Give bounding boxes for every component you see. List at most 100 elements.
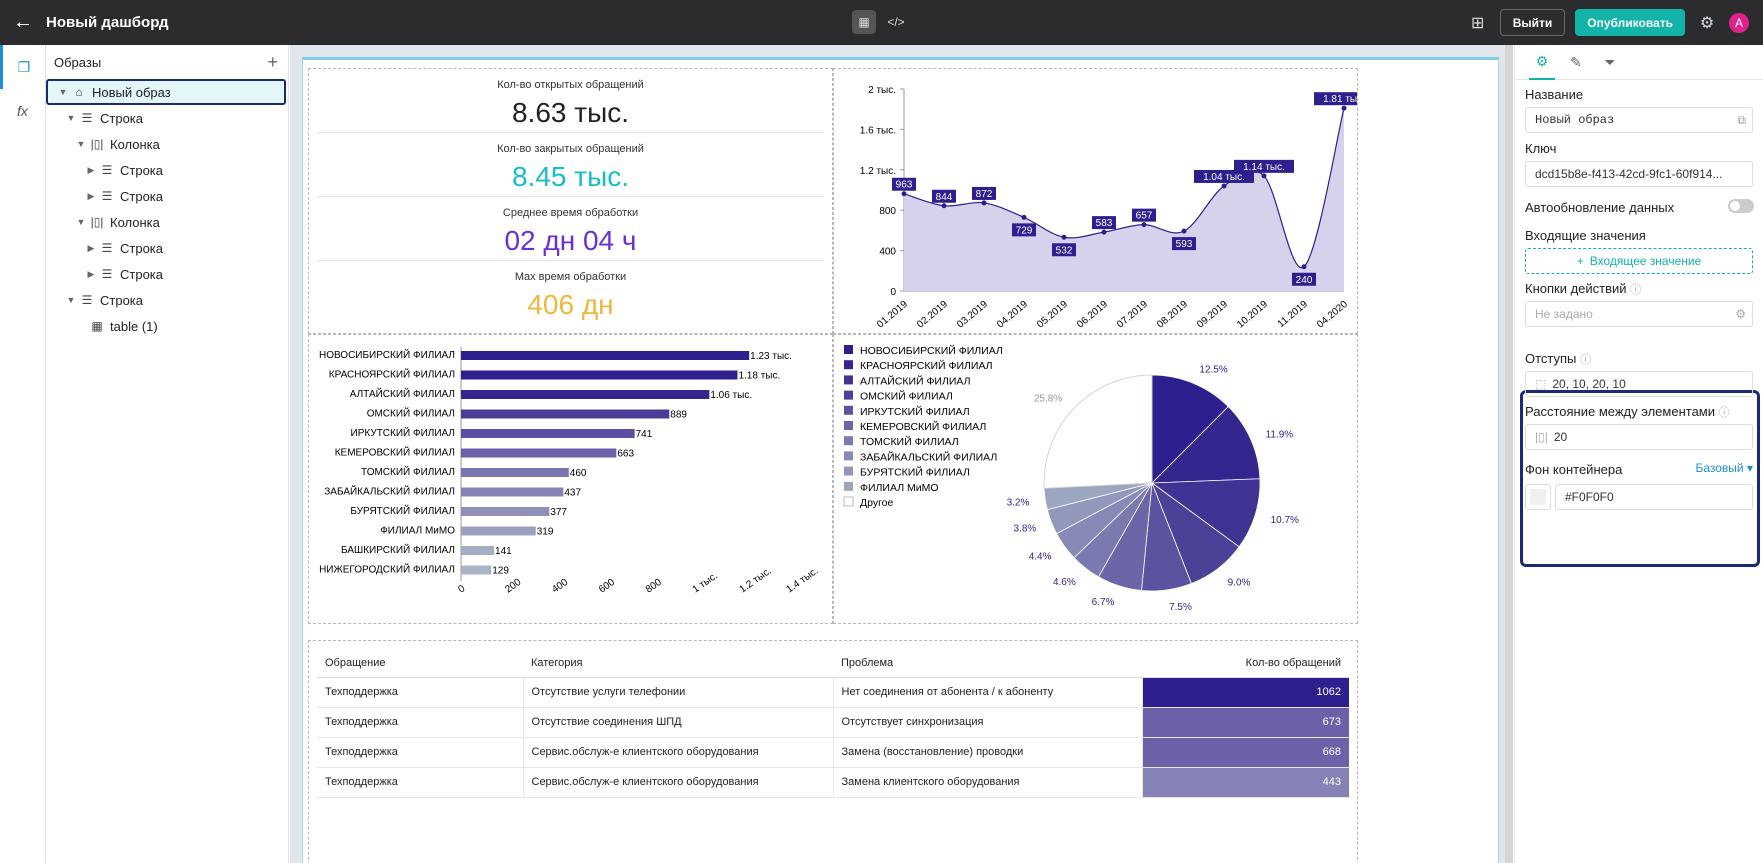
expand-down-icon[interactable]: ▼ [66,295,76,305]
legend-label[interactable]: НОВОСИБИРСКИЙ ФИЛИАЛ [860,344,1003,357]
expand-down-icon[interactable]: ▼ [66,113,76,123]
legend-label[interactable]: ЗАБАЙКАЛЬСКИЙ ФИЛИАЛ [860,450,997,463]
bar[interactable] [461,565,492,575]
tree-item[interactable]: ▶ ☰ Строка [46,235,288,261]
bar[interactable] [461,487,564,497]
table-cell[interactable]: Обращение Категория Проблема Кол-во обра… [308,640,1358,863]
gear-icon[interactable]: ⚙ [1735,307,1746,321]
bar[interactable] [461,526,536,536]
layers-icon[interactable]: ❐ [0,45,45,89]
data-point[interactable] [981,200,987,206]
expand-down-icon[interactable]: ▼ [58,87,68,97]
key-field[interactable]: dcd15b8e-f413-42cd-9fc1-60f914... [1525,161,1753,187]
legend-label[interactable]: ИРКУТСКИЙ ФИЛИАЛ [860,405,970,418]
tree-item[interactable]: ▼ ⌂ Новый образ [46,79,286,105]
tree-item[interactable]: ▼ ☰ Строка [46,287,288,313]
avatar[interactable]: A [1729,12,1749,33]
add-incoming-button[interactable]: + Входящее значение [1525,248,1753,274]
name-field[interactable]: Новый образ ⧉ [1525,107,1753,133]
settings-gear-icon[interactable]: ⚙ [1699,14,1715,32]
table-row[interactable]: Техподдержка Отсутствие услуги телефонии Н… [317,677,1349,708]
gap-field[interactable]: |▯| 20 [1525,424,1753,450]
expand-down-icon[interactable]: ▼ [76,139,86,149]
tree-item[interactable]: ▶ ☰ Строка [46,261,288,287]
expand-right-icon[interactable]: ▶ [87,242,95,253]
legend-label[interactable]: КРАСНОЯРСКИЙ ФИЛИАЛ [860,359,993,372]
bar-chart-cell[interactable]: НОВОСИБИРСКИЙ ФИЛИАЛ 1.23 тыс. КРАСНОЯРСКИ… [308,334,833,624]
area-chart-cell[interactable]: 0 400 800 1.2 тыс. 1.6 тыс. 2 тыс. 963 01.2019 8… [833,68,1374,334]
publish-button[interactable]: Опубликовать [1575,9,1685,36]
function-icon[interactable]: fx [17,103,28,119]
table-header-category[interactable]: Категория [523,649,833,678]
tree-item[interactable]: ▼ ☰ Строка [46,105,288,131]
help-icon[interactable]: ⓘ [1580,354,1592,366]
bg-color-field[interactable]: #F0F0F0 [1555,484,1753,510]
legend-label[interactable]: ОМСКИЙ ФИЛИАЛ [860,390,953,403]
filter-tab-icon[interactable]: ⏷ [1604,54,1616,70]
pie-slice[interactable] [1043,374,1153,489]
style-tab-icon[interactable]: ✎ [1570,54,1582,70]
tree-item[interactable]: ▼ |▯| Колонка [46,209,288,235]
autoupdate-toggle[interactable] [1728,199,1754,213]
bar[interactable] [461,546,495,555]
data-point[interactable] [1221,183,1227,189]
data-point[interactable] [1141,222,1147,228]
tree-item[interactable]: ▼ |▯| Колонка [46,131,288,157]
tree-item[interactable]: ▦ table (1) [46,313,288,339]
add-icon[interactable]: + [267,51,278,72]
structure-icon[interactable]: ⊞ [1471,14,1485,32]
data-point[interactable] [1341,105,1347,111]
bar[interactable] [461,507,550,516]
expand-down-icon[interactable]: ▼ [76,217,86,227]
legend-label[interactable]: БУРЯТСКИЙ ФИЛИАЛ [860,466,970,479]
table-row[interactable]: Техподдержка Сервис.обслуж-е клиентского … [317,737,1349,768]
tree-item[interactable]: ▶ ☰ Строка [46,157,288,183]
data-point[interactable] [941,203,947,209]
padding-field[interactable]: ⬚ 20, 10, 20, 10 [1525,371,1753,397]
bar[interactable] [461,429,635,438]
table-row[interactable]: Техподдержка Отсутствие соединения ШПД Отс… [317,707,1349,738]
data-point[interactable] [901,191,907,197]
help-icon[interactable]: ⓘ [1718,407,1730,419]
pie-chart-cell[interactable]: НОВОСИБИРСКИЙ ФИЛИАЛ КРАСНОЯРСКИЙ ФИЛИАЛ А… [833,334,1358,624]
legend-label[interactable]: КЕМЕРОВСКИЙ ФИЛИАЛ [860,420,986,433]
pie-slice[interactable] [1150,406,1261,484]
bar[interactable] [461,370,738,380]
table-row[interactable]: Техподдержка Сервис.обслуж-е клиентского … [317,767,1349,798]
table-header-problem[interactable]: Проблема [833,649,1142,678]
bar[interactable] [461,448,617,458]
pie-slice[interactable] [1151,374,1229,484]
bar[interactable] [461,468,569,477]
edit-icon[interactable]: ⧉ [1737,112,1746,127]
expand-right-icon[interactable]: ▶ [87,164,95,175]
bg-mode-dropdown[interactable]: Базовый ▾ [1695,461,1753,475]
bar[interactable] [461,409,670,419]
help-icon[interactable]: ⓘ [1630,284,1642,296]
tree-item[interactable]: ▶ ☰ Строка [46,183,288,209]
bar[interactable] [461,351,750,360]
expand-right-icon[interactable]: ▶ [87,190,95,201]
legend-label[interactable]: ФИЛИАЛ МиМО [860,482,939,494]
kpi-cell[interactable]: Кол-во открытых обращений 8.63 тыс. Кол-во… [308,68,833,334]
legend-label[interactable]: АЛТАЙСКИЙ ФИЛИАЛ [860,374,971,387]
table-header-count[interactable]: Кол-во обращений [1142,649,1349,678]
legend-label[interactable]: ТОМСКИЙ ФИЛИАЛ [860,435,959,448]
data-point[interactable] [1101,229,1107,235]
layout-view-icon[interactable]: ▦ [852,10,876,34]
settings-tab-icon[interactable]: ⚙ [1529,45,1555,80]
data-point[interactable] [1261,173,1267,179]
code-view-icon[interactable]: </> [887,15,905,29]
data-point[interactable] [1181,228,1187,234]
data-point[interactable] [1061,234,1067,240]
data-point[interactable] [1301,264,1307,270]
canvas-scrollbar[interactable] [1505,45,1513,863]
pie-slice[interactable] [1150,478,1261,548]
legend-label[interactable]: Другое [860,497,894,509]
data-point[interactable] [1021,214,1027,220]
actions-field[interactable]: Не задано ⚙ [1525,301,1753,327]
bg-color-swatch[interactable] [1525,484,1551,510]
bar[interactable] [461,390,710,399]
table-header-request[interactable]: Обращение [317,649,523,678]
expand-right-icon[interactable]: ▶ [87,268,95,279]
back-arrow-icon[interactable]: ← [13,11,33,33]
